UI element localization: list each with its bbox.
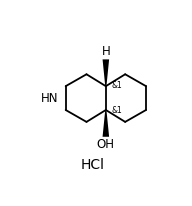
Text: &1: &1: [111, 81, 122, 90]
Text: OH: OH: [97, 138, 115, 151]
Text: HCl: HCl: [80, 158, 104, 172]
Polygon shape: [103, 59, 109, 86]
Text: &1: &1: [111, 106, 122, 115]
Polygon shape: [103, 110, 109, 137]
Text: H: H: [101, 45, 110, 58]
Text: HN: HN: [41, 92, 59, 105]
